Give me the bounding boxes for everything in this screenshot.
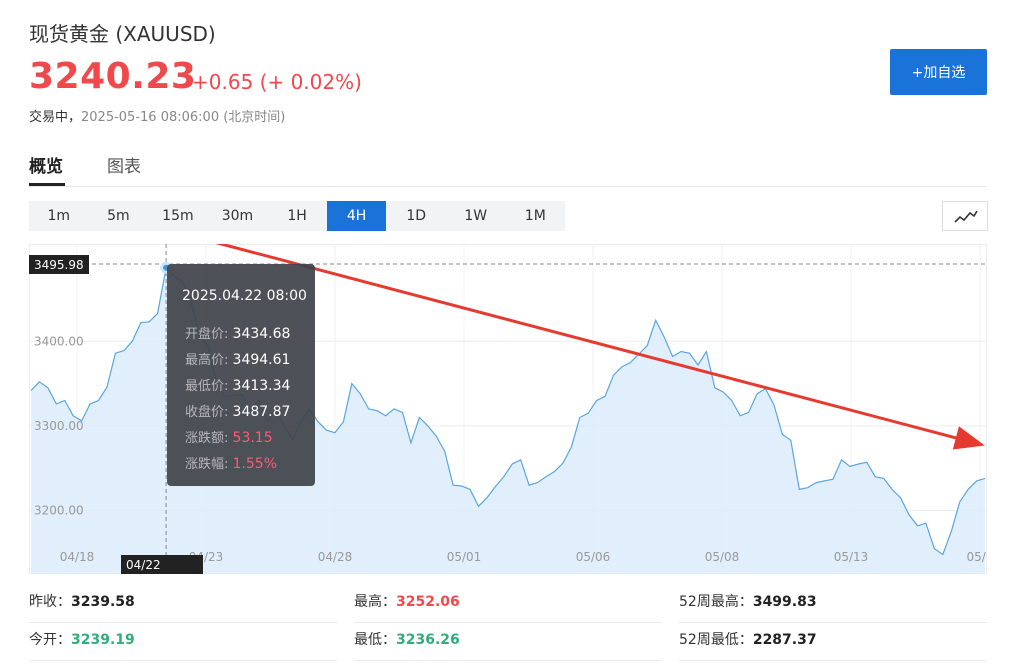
trend-line xyxy=(190,234,985,450)
interval-5m[interactable]: 5m xyxy=(107,208,130,224)
status-label: 交易中， xyxy=(29,110,82,125)
stats-panel: 昨收：3239.58 最高：3252.06 52周最高：3499.83 今开：3… xyxy=(29,584,987,664)
y-tick-label: 3200.00 xyxy=(34,504,84,518)
tooltip-change-value: 53.15 xyxy=(232,430,273,446)
tab-active-indicator xyxy=(29,183,65,186)
tooltip-change-pct: 涨跌幅: 1.55% xyxy=(185,453,277,472)
tooltip-high-value: 3494.61 xyxy=(232,352,291,368)
stat-low-value: 3236.26 xyxy=(396,632,460,648)
ohlc-tooltip: 2025.04.22 08:00 开盘价: 3434.68 最高价: 3494.… xyxy=(167,264,315,486)
trading-status: 交易中，2025-05-16 08:06:00 (北京时间) xyxy=(29,106,285,125)
x-cursor-label: 04/22 xyxy=(121,555,203,574)
trend-arrow xyxy=(190,234,985,450)
stat-52w-high-value: 3499.83 xyxy=(752,594,817,610)
instrument-title: 现货黄金 (XAUUSD) xyxy=(29,22,216,46)
tooltip-change-label: 涨跌额: xyxy=(185,431,229,446)
x-tick-label: 04/18 xyxy=(60,550,95,564)
y-tick-label: 3400.00 xyxy=(34,334,84,348)
stat-52w-low-value: 2287.37 xyxy=(752,632,817,648)
x-cursor-text: 04/22 xyxy=(126,558,161,572)
stat-low-label: 最低： xyxy=(354,632,396,648)
tooltip-low-value: 3413.34 xyxy=(232,378,291,394)
interval-30m[interactable]: 30m xyxy=(221,208,254,224)
x-tick-label: 05/06 xyxy=(576,550,611,564)
stat-52w-high: 52周最高：3499.83 xyxy=(679,584,987,623)
tooltip-change: 涨跌额: 53.15 xyxy=(185,427,273,446)
last-price: 3240.23 xyxy=(29,56,197,97)
price-chart[interactable]: 3400.00 3300.00 3200.00 04/18 04/23 04/28 05/… xyxy=(29,234,993,574)
tooltip-change-pct-value: 1.55% xyxy=(232,456,278,472)
x-tick-label: 05/1 xyxy=(967,550,987,564)
stat-52w-low: 52周最低：2287.37 xyxy=(679,622,987,661)
tooltip-high-label: 最高价: xyxy=(185,353,229,368)
interval-4h[interactable]: 4H xyxy=(326,201,387,231)
interval-1m[interactable]: 1m xyxy=(47,208,71,224)
tab-bar: 概览 图表 xyxy=(29,150,987,187)
interval-1mo[interactable]: 1M xyxy=(524,208,546,224)
stat-prev-close: 昨收：3239.58 xyxy=(29,584,337,623)
tooltip-open-value: 3434.68 xyxy=(232,326,291,342)
stat-high: 最高：3252.06 xyxy=(354,584,662,623)
price-change: +0.65 (+ 0.02%) xyxy=(192,70,362,94)
tooltip-change-pct-label: 涨跌幅: xyxy=(185,457,229,472)
timestamp: 2025-05-16 08:06:00 (北京时间) xyxy=(81,110,286,125)
tooltip-close: 收盘价: 3487.87 xyxy=(185,401,290,420)
stat-52w-high-label: 52周最高： xyxy=(679,594,753,610)
price-area xyxy=(31,267,985,574)
tooltip-open: 开盘价: 3434.68 xyxy=(185,323,290,342)
tab-chart[interactable]: 图表 xyxy=(107,157,141,177)
tooltip-close-value: 3487.87 xyxy=(232,404,291,420)
tooltip-close-label: 收盘价: xyxy=(185,405,229,420)
stat-prev-close-label: 昨收： xyxy=(29,594,71,610)
x-tick-label: 05/13 xyxy=(834,550,869,564)
stat-high-value: 3252.06 xyxy=(396,594,460,610)
x-tick-label: 05/08 xyxy=(705,550,740,564)
interval-15m[interactable]: 15m xyxy=(162,208,194,224)
tooltip-high: 最高价: 3494.61 xyxy=(185,349,290,368)
tooltip-date: 2025.04.22 08:00 xyxy=(182,288,307,304)
interval-1h[interactable]: 1H xyxy=(287,208,307,224)
line-chart-icon xyxy=(954,210,978,223)
stat-52w-low-label: 52周最低： xyxy=(679,632,753,648)
add-watchlist-button[interactable]: +加自选 xyxy=(890,49,987,95)
stat-open: 今开：3239.19 xyxy=(29,622,337,661)
chart-type-button[interactable] xyxy=(942,201,988,231)
tooltip-low: 最低价: 3413.34 xyxy=(185,375,290,394)
x-tick-label: 05/01 xyxy=(447,550,482,564)
y-tick-label: 3300.00 xyxy=(34,419,84,433)
tab-overview[interactable]: 概览 xyxy=(29,157,63,177)
stat-open-value: 3239.19 xyxy=(71,632,135,648)
stat-prev-close-value: 3239.58 xyxy=(71,594,135,610)
tooltip-low-label: 最低价: xyxy=(185,379,229,394)
y-cursor-text: 3495.98 xyxy=(34,258,84,272)
stat-low: 最低：3236.26 xyxy=(354,622,662,661)
stat-open-label: 今开： xyxy=(29,632,71,648)
x-tick-label: 04/28 xyxy=(318,550,353,564)
stat-high-label: 最高： xyxy=(354,594,396,610)
interval-1w[interactable]: 1W xyxy=(464,208,488,224)
interval-selector: 1m 5m 15m 30m 1H 4H 1D 1W 1M xyxy=(29,201,565,231)
tooltip-open-label: 开盘价: xyxy=(185,327,229,342)
interval-1d[interactable]: 1D xyxy=(406,208,426,224)
y-cursor-label: 3495.98 xyxy=(29,255,89,274)
